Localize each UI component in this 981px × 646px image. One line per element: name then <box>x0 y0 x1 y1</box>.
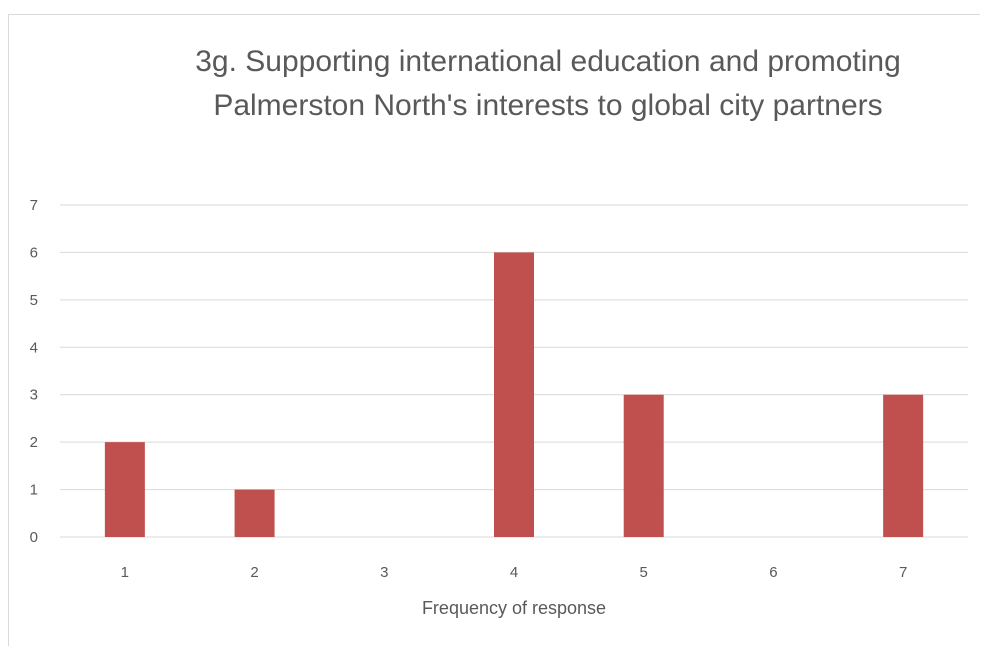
y-tick-label: 3 <box>30 387 38 404</box>
y-tick-label: 6 <box>30 244 38 261</box>
y-tick-label: 1 <box>30 482 38 499</box>
x-tick-label: 5 <box>640 564 648 581</box>
x-axis-ticks: 1 2 3 4 5 6 7 <box>121 564 908 581</box>
y-tick-label: 5 <box>30 292 38 309</box>
x-tick-label: 3 <box>380 564 388 581</box>
y-tick-label: 2 <box>30 434 38 451</box>
x-tick-label: 1 <box>121 564 129 581</box>
y-tick-label: 7 <box>30 197 38 214</box>
x-tick-label: 6 <box>769 564 777 581</box>
bar-7 <box>883 395 923 537</box>
bar-4 <box>494 252 534 537</box>
bar-1 <box>105 442 145 537</box>
x-tick-label: 2 <box>250 564 258 581</box>
y-tick-label: 4 <box>30 339 38 356</box>
y-axis-ticks: 0 1 2 3 4 5 6 7 <box>30 197 38 546</box>
x-tick-label: 7 <box>899 564 907 581</box>
y-tick-label: 0 <box>30 529 38 546</box>
bar-2 <box>235 490 275 537</box>
x-tick-label: 4 <box>510 564 518 581</box>
x-axis-title: Frequency of response <box>422 598 606 618</box>
bar-5 <box>624 395 664 537</box>
